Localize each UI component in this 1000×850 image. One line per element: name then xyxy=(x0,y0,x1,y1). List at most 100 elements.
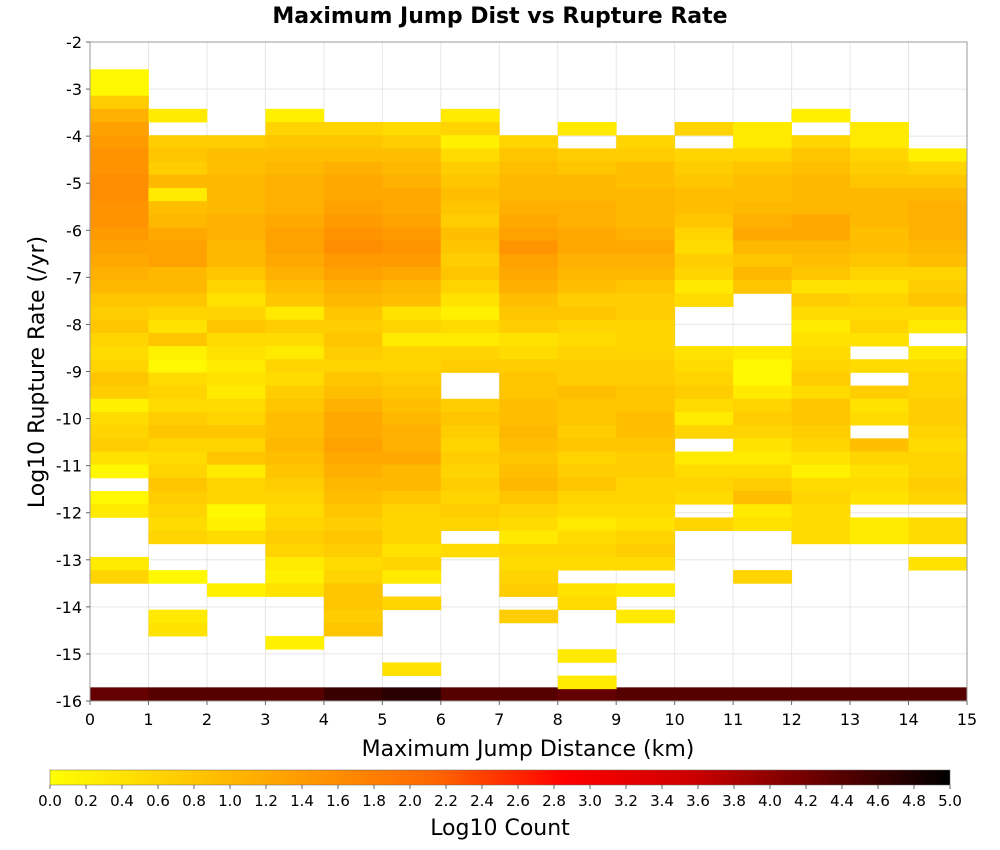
heatmap-cell xyxy=(557,530,617,545)
heatmap-cell xyxy=(850,187,909,202)
colorbar-tick-label: 1.2 xyxy=(254,792,278,810)
heatmap-cell xyxy=(206,267,266,281)
heatmap-cell xyxy=(206,517,266,531)
heatmap-cell xyxy=(148,306,208,321)
heatmap-cell xyxy=(557,372,617,387)
y-tick-label: -2 xyxy=(66,33,82,52)
heatmap-cell xyxy=(206,451,266,466)
heatmap-cell xyxy=(382,280,442,294)
heatmap-cell xyxy=(616,530,676,545)
heatmap-cell xyxy=(616,464,676,479)
heatmap-cell xyxy=(557,596,617,611)
colorbar-tick-label: 0.8 xyxy=(182,792,206,810)
heatmap-cell xyxy=(323,240,383,255)
heatmap-cell xyxy=(850,359,909,373)
heatmap-cell xyxy=(90,359,149,373)
heatmap-cell xyxy=(206,187,266,202)
heatmap-cell xyxy=(440,451,500,466)
colorbar-tick-label: 4.8 xyxy=(902,792,926,810)
heatmap-cell xyxy=(557,346,617,360)
heatmap-cell xyxy=(674,293,734,307)
heatmap-cell xyxy=(148,491,208,505)
heatmap-cell xyxy=(499,214,559,228)
heatmap-cell xyxy=(382,122,442,136)
heatmap-cell xyxy=(908,556,968,571)
heatmap-cell xyxy=(148,385,208,400)
heatmap-cell xyxy=(850,491,909,505)
heatmap-cell xyxy=(440,517,500,531)
heatmap-cell xyxy=(908,293,968,307)
heatmap-cell xyxy=(908,174,968,189)
heatmap-cell xyxy=(440,174,500,189)
heatmap-cell xyxy=(265,201,325,215)
heatmap-cell xyxy=(557,491,617,505)
heatmap-cell xyxy=(265,227,325,242)
heatmap-cell xyxy=(616,491,676,505)
heatmap-cell xyxy=(148,451,208,466)
heatmap-cell xyxy=(557,122,617,136)
colorbar-label: Log10 Count xyxy=(430,816,570,841)
heatmap-cell xyxy=(90,95,149,110)
heatmap-cell xyxy=(674,517,734,531)
heatmap-cell xyxy=(850,201,909,215)
y-tick-label: -7 xyxy=(66,268,82,287)
heatmap-cell xyxy=(90,148,149,162)
heatmap-cell xyxy=(323,372,383,387)
heatmap-cell xyxy=(791,108,851,123)
heatmap-cell xyxy=(791,227,851,242)
x-tick-label: 12 xyxy=(781,710,801,729)
heatmap-cell xyxy=(850,148,909,162)
heatmap-cell xyxy=(382,438,442,452)
heatmap-cell xyxy=(850,398,909,413)
heatmap-cell xyxy=(323,622,383,637)
heatmap-cell xyxy=(791,174,851,189)
x-tick-label: 5 xyxy=(377,710,387,729)
heatmap-cell xyxy=(382,293,442,307)
heatmap-cell xyxy=(265,372,325,387)
heatmap-cell xyxy=(323,596,383,611)
heatmap-cell xyxy=(323,122,383,136)
heatmap-cell xyxy=(499,477,559,492)
heatmap-cell xyxy=(148,438,208,452)
heatmap-cell xyxy=(791,293,851,307)
heatmap-cell xyxy=(850,530,909,545)
heatmap-cell xyxy=(733,451,792,466)
heatmap-cell xyxy=(733,148,792,162)
heatmap-cell xyxy=(557,425,617,439)
heatmap-cell xyxy=(499,609,559,624)
heatmap-cell xyxy=(791,161,851,176)
heatmap-cell xyxy=(499,319,559,334)
heatmap-cell xyxy=(148,359,208,373)
heatmap-cell xyxy=(323,187,383,202)
heatmap-cell xyxy=(265,267,325,281)
heatmap-cell xyxy=(557,556,617,571)
heatmap-cell xyxy=(206,253,266,268)
heatmap-cell xyxy=(616,385,676,400)
heatmap-cell xyxy=(908,491,968,505)
heatmap-cell xyxy=(265,161,325,176)
heatmap-cell xyxy=(382,359,442,373)
heatmap-cell xyxy=(382,491,442,505)
heatmap-cell xyxy=(440,543,500,558)
heatmap-cell xyxy=(90,491,149,505)
heatmap-cell xyxy=(440,425,500,439)
heatmap-cell xyxy=(733,161,792,176)
heatmap-cell xyxy=(265,293,325,307)
heatmap-cell xyxy=(90,411,149,426)
colorbar-tick-label: 0.2 xyxy=(74,792,98,810)
heatmap-cell xyxy=(440,227,500,242)
heatmap-cell xyxy=(265,411,325,426)
heatmap-cell xyxy=(323,214,383,228)
heatmap-cell xyxy=(265,280,325,294)
heatmap-cell xyxy=(206,280,266,294)
heatmap-cell xyxy=(557,477,617,492)
heatmap-cell xyxy=(148,477,208,492)
heatmap-cell xyxy=(323,346,383,360)
heatmap-cell xyxy=(850,161,909,176)
heatmap-cell xyxy=(791,332,851,347)
heatmap-cell xyxy=(323,161,383,176)
heatmap-cell xyxy=(440,267,500,281)
heatmap-cell xyxy=(557,227,617,242)
heatmap-cell xyxy=(90,372,149,387)
heatmap-cell xyxy=(440,108,500,123)
